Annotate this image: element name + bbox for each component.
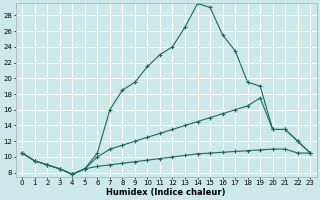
X-axis label: Humidex (Indice chaleur): Humidex (Indice chaleur) (107, 188, 226, 197)
